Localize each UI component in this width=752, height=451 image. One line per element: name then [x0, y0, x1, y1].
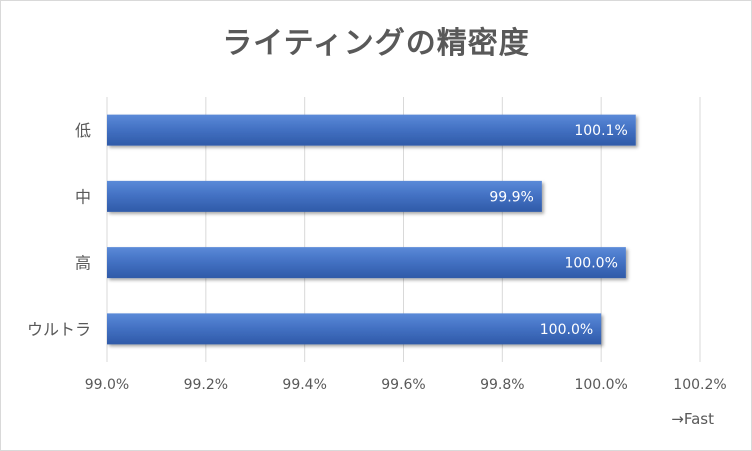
category-label: 低 [75, 121, 91, 140]
x-tick-label: 99.8% [480, 377, 524, 393]
data-label: 99.9% [489, 189, 533, 205]
x-tick-label: 99.4% [282, 377, 326, 393]
chart-title: ライティングの精密度 [222, 26, 530, 61]
labels: 99.0% 99.2% 99.4% 99.6% 99.8% 100.0% 100.2% 低 10… [27, 121, 727, 393]
bars [107, 114, 636, 345]
category-label: ウルトラ [27, 320, 91, 339]
bar [107, 180, 542, 212]
bar [107, 313, 602, 345]
x-tick-label: 99.2% [184, 377, 228, 393]
x-tick-label: 100.0% [574, 377, 627, 393]
bar [107, 114, 636, 146]
bar [107, 247, 626, 279]
data-label: 100.1% [574, 123, 627, 139]
x-tick-label: 99.6% [381, 377, 425, 393]
x-tick-label: 100.2% [673, 377, 726, 393]
data-label: 100.0% [540, 322, 593, 338]
category-label: 高 [75, 254, 91, 273]
x-tick-label: 99.0% [85, 377, 129, 393]
x-axis-note: →Fast [671, 410, 714, 428]
category-label: 中 [75, 187, 91, 206]
data-label: 100.0% [564, 256, 617, 272]
